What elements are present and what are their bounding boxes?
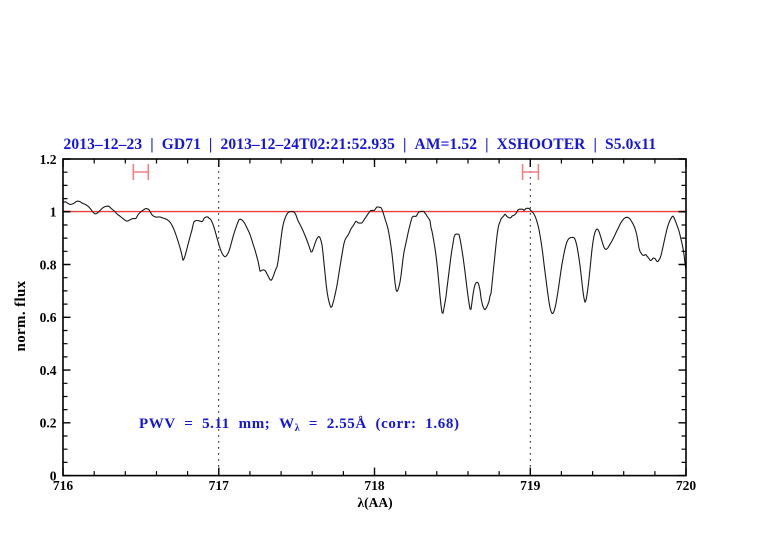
svg-text:1.2: 1.2 — [40, 152, 57, 167]
svg-text:716: 716 — [53, 478, 74, 493]
svg-text:1: 1 — [50, 205, 57, 220]
svg-text:0.2: 0.2 — [40, 416, 57, 431]
svg-text:λ(AA): λ(AA) — [357, 495, 392, 510]
svg-text:0.4: 0.4 — [40, 363, 57, 378]
svg-text:0.6: 0.6 — [40, 310, 57, 325]
svg-text:PWV = 5.11 mm; Wλ = 2.55: PWV = 5.11 mm; Wλ = 2.55Å (corr: 1.68) — [139, 416, 460, 434]
svg-text:717: 717 — [209, 478, 230, 493]
svg-text:2013–12–23 | GD71 | 2013–1: 2013–12–23 | GD71 | 2013–12–24T02:21:52.… — [64, 136, 657, 153]
svg-text:719: 719 — [520, 478, 541, 493]
svg-text:718: 718 — [364, 478, 385, 493]
svg-text:720: 720 — [676, 478, 697, 493]
svg-text:0: 0 — [50, 468, 57, 483]
svg-text:norm. flux: norm. flux — [13, 280, 29, 351]
svg-text:0.8: 0.8 — [40, 257, 57, 272]
